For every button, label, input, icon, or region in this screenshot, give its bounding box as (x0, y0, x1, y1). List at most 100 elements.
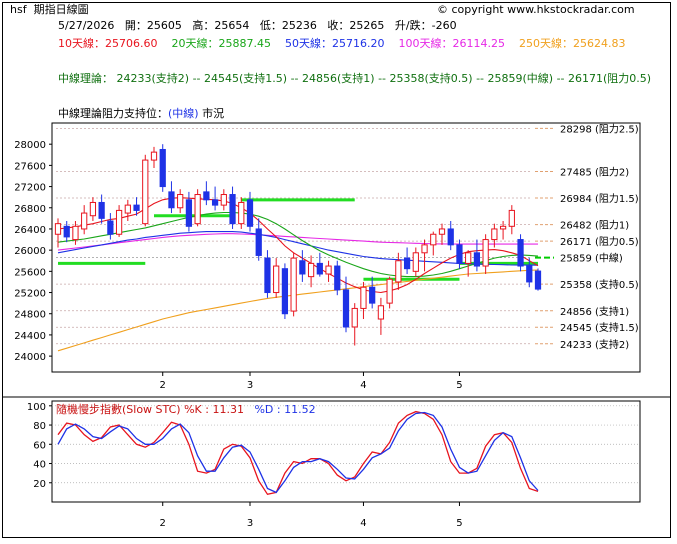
open-value: 25605 (146, 19, 182, 32)
candle-body (412, 252, 419, 272)
candle-body (325, 265, 332, 275)
stc-x-tick-label: 3 (247, 518, 253, 529)
stc-d-line (57, 411, 539, 494)
theory-subtitle-link: (中線) (168, 107, 199, 120)
candle (316, 252, 323, 277)
candle-body (465, 252, 472, 264)
candle (281, 263, 289, 320)
candle (403, 247, 411, 274)
candle-body (203, 191, 210, 201)
level-label: 25859 (中線) (560, 252, 623, 265)
candle (438, 223, 446, 245)
price-y-tick-label: 27200 (14, 183, 46, 194)
price-y-tick-label: 27600 (14, 161, 46, 172)
price-x-tick-label: 5 (456, 380, 462, 391)
stc-y-tick-label: 20 (33, 479, 46, 490)
price-y-tick-label: 25600 (14, 267, 46, 278)
candle (185, 191, 193, 232)
high-value: 25654 (214, 19, 250, 32)
candle-body (124, 204, 131, 214)
level-label: 27485 (阻力2) (560, 165, 629, 178)
candle (395, 252, 402, 290)
candle (220, 189, 227, 211)
candle (273, 258, 280, 298)
open-label: 開： (124, 19, 147, 32)
candle-body (307, 262, 315, 278)
candle-body (342, 289, 350, 328)
change-label: 升/跌： (394, 19, 432, 32)
candle-body (447, 228, 454, 246)
ma250-value: 25624.83 (573, 37, 626, 50)
candle (89, 197, 97, 222)
candle-body (290, 257, 297, 312)
ma10-label: 10天線： (58, 37, 105, 50)
candle-body (133, 204, 140, 211)
candle-body (473, 252, 481, 267)
candle-body (238, 201, 245, 225)
candle (342, 276, 350, 333)
candle (377, 297, 385, 335)
ma100-label: 100天線： (398, 37, 453, 50)
candle (54, 218, 62, 248)
ma10-value: 25706.60 (105, 37, 158, 50)
low-label: 低： (259, 19, 282, 32)
candle-body (491, 228, 498, 241)
ohlc-row: 5/27/2026 開：25605 高：25654 低：25236 收：2526… (58, 20, 457, 32)
candle (133, 197, 140, 216)
price-y-tick-label: 26000 (14, 246, 46, 257)
candle (115, 205, 123, 237)
ma20-label: 20天線： (171, 37, 219, 50)
candle (499, 221, 507, 240)
chart-name: 期指日線圖 (33, 3, 89, 16)
stc-x-tick-label: 4 (360, 518, 366, 529)
price-y-tick-label: 24000 (14, 352, 46, 363)
candle (159, 144, 166, 192)
chart-title-row: hsf 期指日線圖 (10, 4, 89, 16)
level-label: 24233 (支持2) (560, 338, 629, 351)
candle (203, 181, 210, 206)
candle (246, 191, 254, 232)
candle-body (360, 286, 367, 309)
stc-panel-frame (51, 400, 641, 503)
candle-body (115, 209, 123, 235)
stc-x-tick-label: 2 (160, 518, 166, 529)
candle (299, 250, 306, 282)
price-y-tick-label: 28000 (14, 140, 46, 151)
candle (386, 276, 393, 309)
ma20-line (57, 211, 539, 278)
stc-y-tick-label: 80 (33, 421, 46, 432)
candle-body (395, 260, 402, 283)
candle-body (273, 265, 280, 294)
level-label: 26984 (阻力1.5) (560, 192, 639, 205)
candle (482, 234, 489, 274)
candle (255, 218, 262, 261)
stc-y-tick-label: 60 (33, 440, 46, 451)
candle (150, 146, 158, 169)
candle-body (421, 244, 428, 254)
candle (72, 221, 79, 245)
stc-k-line (57, 410, 539, 496)
candle-body (168, 191, 175, 209)
candle (98, 194, 105, 224)
date: 5/27/2026 (58, 19, 115, 32)
stc-title: 隨機慢步指數(Slow STC) (56, 403, 181, 416)
level-label: 26171 (阻力0.5) (560, 235, 639, 248)
candle (168, 181, 175, 214)
price-y-tick-label: 25200 (14, 289, 46, 300)
price-y-tick-label: 24400 (14, 331, 46, 342)
price-panel-frame (51, 122, 641, 373)
price-x-tick-label: 2 (160, 380, 166, 391)
candle (307, 255, 315, 288)
candle-body (456, 244, 463, 264)
ma100-value: 26114.25 (452, 37, 506, 50)
candle (412, 247, 419, 277)
candle-body (534, 270, 542, 290)
candle-body (508, 209, 515, 227)
candle (177, 189, 184, 214)
candle-body (54, 223, 62, 235)
candle (351, 303, 358, 346)
theory-subtitle: 中線理論阻力支持位：(中線) 市況 (58, 108, 224, 120)
price-x-tick-label: 4 (360, 380, 366, 391)
symbol: hsf (10, 3, 27, 16)
